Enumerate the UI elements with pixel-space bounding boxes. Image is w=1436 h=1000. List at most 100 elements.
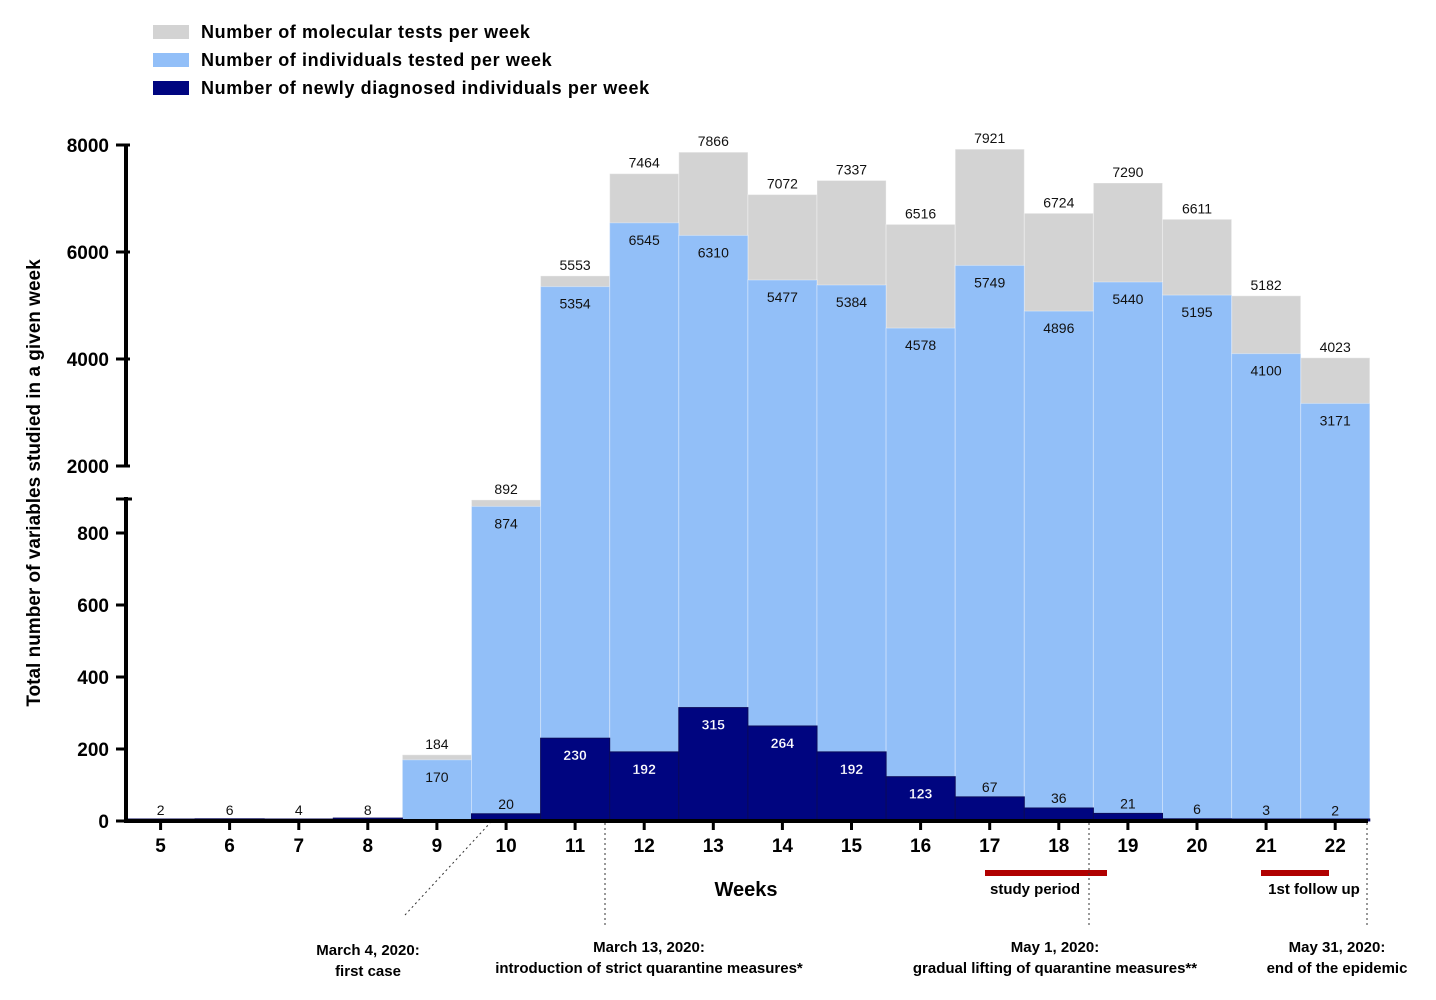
diagnosed-label-week-21: 3 (1262, 802, 1270, 818)
top-label-week-21: 5182 (1251, 277, 1282, 293)
annotation-lifting-text: gradual lifting of quarantine measures** (913, 960, 1197, 977)
annotation-line-first-case (404, 822, 491, 916)
x-tick-label-19: 19 (1117, 836, 1138, 857)
y-tick-label-0: 0 (98, 812, 109, 833)
annotation-lifting-date: May 1, 2020: (1011, 939, 1099, 956)
individuals-label-week-9: 170 (425, 769, 449, 785)
legend-label-individuals: Number of individuals tested per week (201, 50, 553, 70)
bar-individuals-week-19 (1092, 281, 1164, 822)
annotation-first-case-date: March 4, 2020: (316, 942, 419, 959)
bar-diagnosed-week-11 (540, 737, 611, 822)
legend: Number of molecular tests per week Numbe… (153, 22, 650, 98)
annotation-end-date: May 31, 2020: (1289, 939, 1386, 956)
individuals-label-week-12: 6545 (629, 232, 660, 248)
top-label-week-15: 7337 (836, 162, 867, 178)
diagnosed-label-week-12: 192 (633, 761, 657, 777)
bar-individuals-week-18 (1023, 310, 1094, 822)
x-tick-label-18: 18 (1048, 836, 1069, 857)
y-tick-label-400: 400 (77, 668, 109, 689)
top-label-week-7: 4 (295, 802, 303, 818)
x-tick-label-17: 17 (979, 836, 1000, 857)
top-label-week-10: 892 (494, 481, 518, 497)
y-tick-label-6000: 6000 (67, 243, 109, 264)
diagnosed-label-week-20: 6 (1193, 801, 1201, 817)
bar-individuals-week-15 (816, 284, 887, 822)
top-label-week-5: 2 (157, 802, 165, 818)
bar-individuals-week-16 (885, 327, 956, 822)
top-label-week-8: 8 (364, 802, 372, 818)
y-tick-label-200: 200 (77, 740, 109, 761)
bar-diagnosed-week-13 (678, 707, 749, 822)
diagnosed-label-week-15: 192 (840, 761, 864, 777)
y-axis-title: Total number of variables studied in a g… (24, 259, 45, 707)
bar-individuals-week-10 (471, 505, 542, 822)
diagnosed-label-week-14: 264 (771, 735, 795, 751)
top-label-week-22: 4023 (1320, 339, 1351, 355)
individuals-label-week-21: 4100 (1251, 363, 1282, 379)
legend-label-diagnosed: Number of newly diagnosed individuals pe… (201, 78, 650, 98)
diagnosed-label-week-13: 315 (702, 717, 726, 733)
individuals-label-week-19: 5440 (1112, 291, 1143, 307)
x-tick-label-7: 7 (294, 836, 305, 857)
top-label-week-14: 7072 (767, 176, 798, 192)
x-tick-label-21: 21 (1256, 836, 1278, 857)
individuals-label-week-15: 5384 (836, 294, 867, 310)
top-label-week-20: 6611 (1182, 200, 1212, 216)
periods: study period 1st follow up (985, 870, 1360, 898)
annotation-quarantine-text: introduction of strict quarantine measur… (495, 960, 803, 977)
diagnosed-label-week-22: 2 (1331, 802, 1339, 818)
x-tick-label-12: 12 (634, 836, 655, 857)
top-label-week-13: 7866 (698, 133, 729, 149)
individuals-label-week-20: 5195 (1181, 304, 1212, 320)
bars (125, 148, 1371, 822)
bar-individuals-week-21 (1231, 353, 1302, 822)
bar-individuals-week-11 (540, 286, 611, 822)
y-tick-label-600: 600 (77, 596, 109, 617)
x-axis: 5 6 7 8 9 10 11 12 13 14 15 16 17 18 19 20 21 22 Weeks (124, 819, 1368, 901)
data-labels: 2 6 4 8184892555374647866707273376516792167… (157, 130, 1351, 818)
individuals-label-week-13: 6310 (698, 244, 729, 260)
x-tick-label-13: 13 (703, 836, 724, 857)
individuals-label-week-10: 874 (494, 515, 518, 531)
follow-up-label: 1st follow up (1268, 881, 1360, 898)
top-label-week-18: 6724 (1043, 194, 1074, 210)
y-tick-label-4000: 4000 (67, 350, 109, 371)
top-label-week-9: 184 (425, 736, 449, 752)
x-tick-label-9: 9 (432, 836, 443, 857)
diagnosed-label-week-17: 67 (982, 779, 998, 795)
bar-diagnosed-week-14 (747, 725, 818, 822)
x-tick-label-5: 5 (155, 836, 166, 857)
y-tick-label-2000: 2000 (67, 457, 109, 478)
x-tick-label-8: 8 (363, 836, 374, 857)
bar-individuals-week-22 (1300, 402, 1371, 822)
x-tick-label-14: 14 (772, 836, 794, 857)
x-tick-label-16: 16 (910, 836, 931, 857)
top-label-week-17: 7921 (974, 130, 1005, 146)
diagnosed-label-week-18: 36 (1051, 790, 1067, 806)
x-tick-label-22: 22 (1325, 836, 1346, 857)
annotations: March 4, 2020: first case March 13, 2020… (316, 939, 1407, 980)
y-axis: 0 200 400 600 800 2000 4000 6000 8000 (67, 136, 132, 833)
annotation-end-text: end of the epidemic (1267, 960, 1408, 977)
top-label-week-12: 7464 (629, 155, 660, 171)
bar-diagnosed-week-16 (885, 776, 956, 822)
legend-swatch-diagnosed (153, 81, 189, 95)
y-ticks: 0 200 400 600 800 2000 4000 6000 8000 (67, 136, 132, 833)
bar-individuals-week-20 (1162, 294, 1233, 822)
top-label-week-11: 5553 (560, 257, 591, 273)
x-tick-label-11: 11 (565, 836, 586, 857)
bar-diagnosed-week-17 (954, 796, 1025, 822)
individuals-label-week-18: 4896 (1043, 320, 1074, 336)
legend-swatch-tests (153, 25, 189, 39)
diagnosed-label-week-11: 230 (563, 747, 587, 763)
diagnosed-label-week-10: 20 (498, 796, 514, 812)
y-tick-label-800: 800 (77, 524, 109, 545)
individuals-label-week-17: 5749 (974, 274, 1005, 290)
individuals-label-week-14: 5477 (767, 289, 798, 305)
x-tick-label-6: 6 (224, 836, 235, 857)
individuals-label-week-16: 4578 (905, 337, 936, 353)
individuals-label-week-11: 5354 (560, 296, 591, 312)
y-tick-label-8000: 8000 (67, 136, 109, 157)
bar-diagnosed-week-15 (816, 751, 887, 822)
